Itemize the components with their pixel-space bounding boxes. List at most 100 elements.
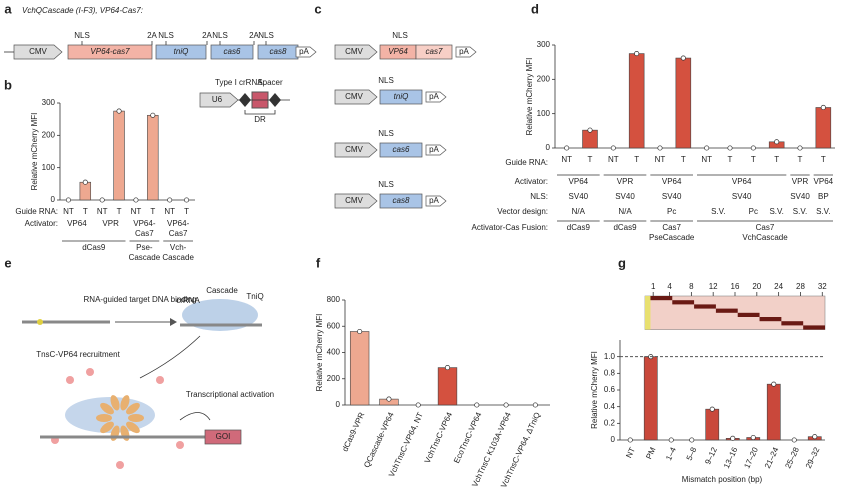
label: NLS [378, 180, 394, 189]
label: pA [429, 145, 439, 154]
label: SV40 [732, 192, 752, 201]
label: 2A [249, 31, 259, 40]
label: NLS [392, 31, 408, 40]
bar-point [564, 145, 570, 151]
label: TniQ [246, 292, 263, 301]
label: tniQ [174, 47, 189, 56]
heatmap-tick-label: 4 [667, 282, 672, 291]
label: NLS [378, 76, 394, 85]
label: Pc [667, 207, 676, 216]
panel-label: d [531, 1, 539, 16]
x-tick-label: PM [644, 446, 657, 461]
label: Cascade [129, 253, 161, 262]
bar [766, 383, 781, 441]
bar-point [116, 108, 122, 114]
x-tick-label: NT [97, 207, 108, 216]
polya [425, 195, 447, 207]
label: GOI [216, 432, 231, 441]
bar-point [532, 402, 538, 408]
bar-point [771, 381, 777, 387]
label: SV40 [790, 192, 810, 201]
label: Pse- [136, 243, 153, 252]
mismatch [715, 308, 738, 313]
x-tick-label: EcoTnsC-VP64 [452, 410, 484, 464]
x-tick-label: NT [624, 446, 637, 460]
promoter [199, 92, 239, 108]
gene [379, 193, 423, 209]
x-tick-label: NT [561, 155, 572, 164]
vp64 [156, 376, 164, 384]
mismatch [672, 300, 695, 305]
label: dCas9 [613, 223, 637, 232]
polya [455, 46, 477, 58]
x-tick-label: T [798, 155, 803, 164]
x-tick-label: T [634, 155, 639, 164]
heatmap-tick-label: 28 [796, 282, 805, 291]
label: cas8 [393, 196, 410, 205]
vp64 [86, 368, 94, 376]
x-tick-label: NT [164, 207, 175, 216]
bar-point [82, 179, 88, 185]
y-axis-label: Relative mCherry MFI [525, 58, 534, 136]
label: Cas7 [756, 223, 775, 232]
label: SV40 [662, 192, 682, 201]
y-tick-label: 0.4 [604, 402, 616, 411]
panel-label: f [316, 255, 321, 270]
bar [628, 53, 645, 149]
bar-point [167, 197, 173, 203]
promoter [334, 142, 378, 158]
label: CMV [345, 92, 363, 101]
promoter [13, 44, 63, 60]
label: cas6 [224, 47, 241, 56]
bar [147, 114, 159, 201]
x-tick-label: T [150, 207, 155, 216]
label: 2A [202, 31, 212, 40]
dr-bracket [244, 110, 276, 115]
bar-point [750, 434, 756, 441]
label: SV40 [615, 192, 635, 201]
bar-point [774, 139, 780, 145]
label: NLS [378, 129, 394, 138]
label: PseCascade [649, 233, 695, 242]
label: VP64- [167, 219, 190, 228]
x-tick-label: VchTnsC-VP64 [423, 410, 455, 464]
y-tick-label: 0 [611, 435, 616, 444]
label: NLS [258, 31, 274, 40]
y-tick-label: 0 [51, 195, 56, 204]
x-tick-label: QCascade-VP64 [362, 410, 396, 469]
tnsc [100, 402, 114, 415]
bar-point [657, 145, 663, 151]
gene [415, 44, 453, 60]
mismatch [781, 321, 804, 326]
y-tick-label: 0 [336, 400, 341, 409]
x-tick-label: T [83, 207, 88, 216]
heatmap-tick-label: 32 [818, 282, 827, 291]
bar [815, 107, 832, 149]
label: cas7 [426, 47, 443, 56]
y-axis-label: Relative mCherry MFI [30, 113, 39, 191]
label: U6 [212, 95, 223, 104]
label: S.V. [793, 207, 807, 216]
label: NLS [212, 31, 228, 40]
bar-point [709, 406, 715, 412]
label: Vector design: [497, 207, 548, 216]
label: NLS [158, 31, 174, 40]
x-tick-label: T [588, 155, 593, 164]
x-tick-label: NT [655, 155, 666, 164]
polya [295, 46, 317, 58]
label: Vch- [170, 243, 187, 252]
bar-point [65, 197, 71, 203]
promoter [334, 193, 378, 209]
label: CMV [345, 145, 363, 154]
y-tick-label: 0.2 [604, 418, 616, 427]
label: cas6 [393, 145, 410, 154]
label: VP64 [388, 47, 408, 56]
x-tick-label: T [821, 155, 826, 164]
label: VPR [792, 177, 809, 186]
bar [675, 57, 692, 149]
arrow [139, 335, 201, 379]
x-tick-label: T [681, 155, 686, 164]
heatmap-tick-label: 16 [731, 282, 740, 291]
x-tick-label: 9–12 [703, 445, 719, 465]
bar [79, 181, 92, 201]
